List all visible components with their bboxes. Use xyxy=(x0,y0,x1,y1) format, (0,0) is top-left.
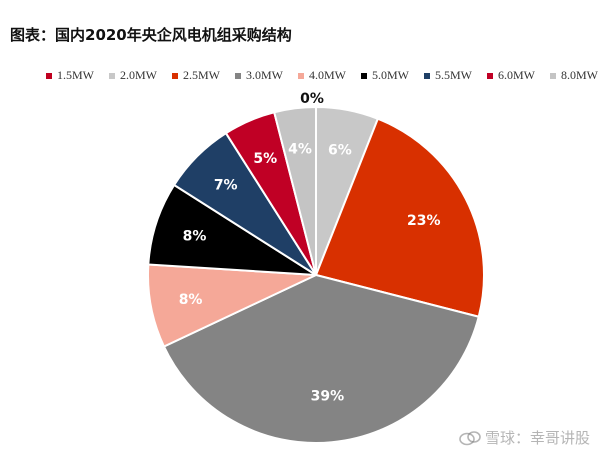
legend-item-5-0mw: 5.0MW xyxy=(361,68,409,83)
legend-label: 8.0MW xyxy=(561,68,598,82)
legend-swatch xyxy=(46,72,52,79)
legend-item-2-0mw: 2.0MW xyxy=(109,68,157,83)
legend-label: 1.5MW xyxy=(57,68,94,82)
legend-swatch xyxy=(487,72,493,79)
legend-item-8-0mw: 8.0MW xyxy=(550,68,598,83)
legend-item-2-5mw: 2.5MW xyxy=(172,68,220,83)
pie-slice-8-0mw xyxy=(273,105,317,276)
pie-slice-label: 7% xyxy=(214,178,238,194)
legend-item-3-0mw: 3.0MW xyxy=(235,68,283,83)
snowball-logo-icon xyxy=(459,430,481,445)
legend-swatch xyxy=(172,72,178,79)
legend-item-4-0mw: 4.0MW xyxy=(298,68,346,83)
pie-slice-3-0mw xyxy=(162,273,480,444)
legend-item-1-5mw: 1.5MW xyxy=(46,68,94,83)
legend-label: 6.0MW xyxy=(498,68,535,82)
legend-swatch xyxy=(109,72,115,79)
legend-swatch xyxy=(361,72,367,79)
pie-slice-label: 5% xyxy=(253,151,277,167)
legend-swatch xyxy=(298,72,304,79)
watermark: 雪球：幸哥讲股 xyxy=(459,427,590,448)
pie-slices xyxy=(147,105,485,444)
legend-label: 2.0MW xyxy=(120,68,157,82)
legend-item-5-5mw: 5.5MW xyxy=(424,68,472,83)
pie-slice-label: 8% xyxy=(179,292,203,308)
pie-slice-label: 4% xyxy=(288,141,312,157)
pie-slice-label: 8% xyxy=(183,229,207,245)
zero-percent-label: 0% xyxy=(300,91,324,107)
legend-label: 2.5MW xyxy=(183,68,220,82)
legend-swatch xyxy=(550,72,556,79)
pie-slice-label: 23% xyxy=(407,213,441,229)
pie-slice-label: 6% xyxy=(328,143,352,159)
legend: 1.5MW 2.0MW 2.5MW 3.0MW 4.0MW 5.0MW 5.5M… xyxy=(46,68,598,83)
pie-labels: 6% 23% 39% 8% 8% 7% 5% 4% xyxy=(179,141,441,404)
legend-item-6-0mw: 6.0MW xyxy=(487,68,535,83)
pie-slice-2-5mw xyxy=(314,117,485,318)
chart-title: 图表：国内2020年央企风电机组采购结构 xyxy=(10,26,292,44)
legend-label: 5.0MW xyxy=(372,68,409,82)
pie-slice-label: 39% xyxy=(311,388,345,404)
legend-swatch xyxy=(235,72,241,79)
legend-label: 5.5MW xyxy=(435,68,472,82)
legend-label: 4.0MW xyxy=(309,68,346,82)
legend-label: 3.0MW xyxy=(246,68,283,82)
legend-swatch xyxy=(424,72,430,79)
watermark-text: 雪球：幸哥讲股 xyxy=(484,429,590,447)
